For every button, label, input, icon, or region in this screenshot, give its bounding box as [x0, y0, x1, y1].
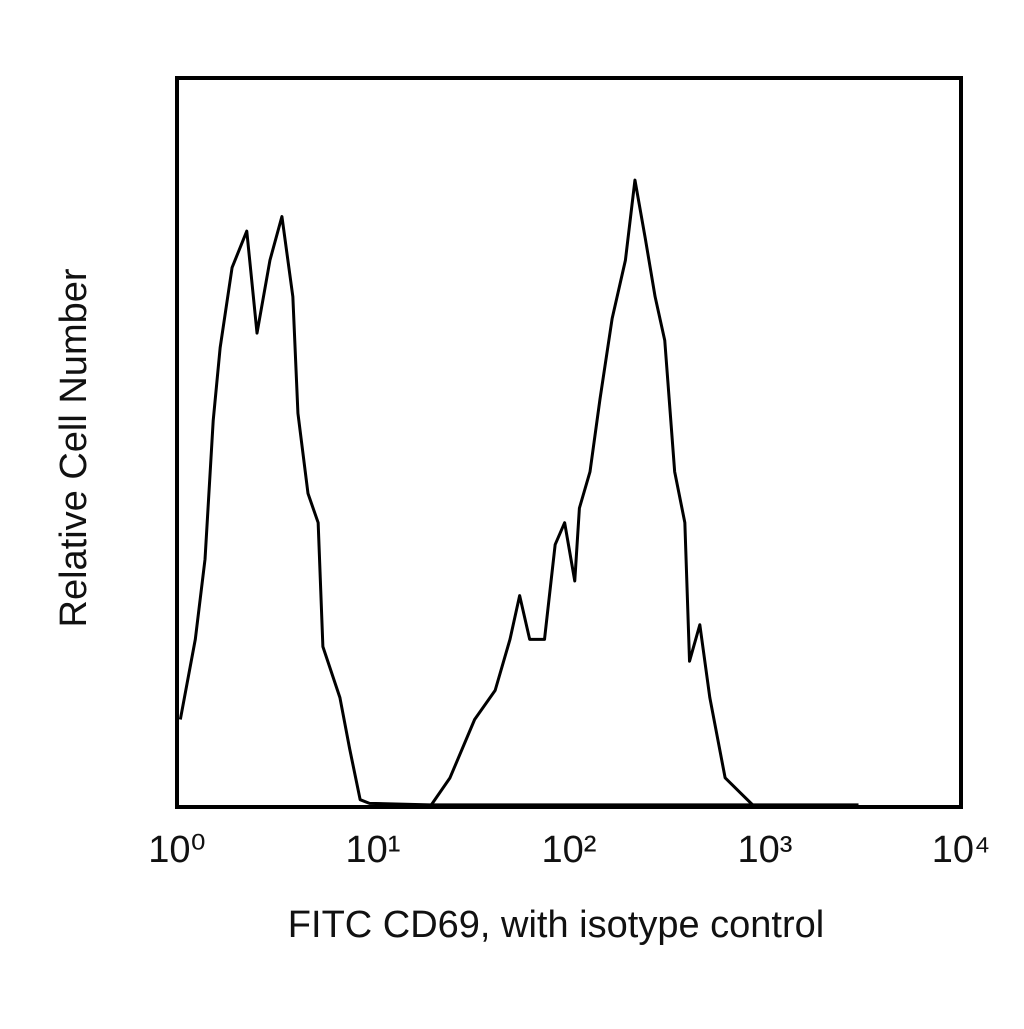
x-tick-label: 10⁴	[932, 829, 991, 871]
x-tick-label: 10⁰	[148, 829, 206, 871]
x-tick-label: 10³	[738, 829, 793, 871]
x-tick-label: 10¹	[346, 829, 401, 871]
plot-frame	[175, 76, 963, 809]
x-axis-label: FITC CD69, with isotype control	[288, 904, 824, 946]
histogram-line	[178, 215, 859, 807]
x-tick-label: 10²	[542, 829, 597, 871]
histogram-line	[428, 178, 756, 809]
y-axis-label: Relative Cell Number	[53, 268, 95, 627]
